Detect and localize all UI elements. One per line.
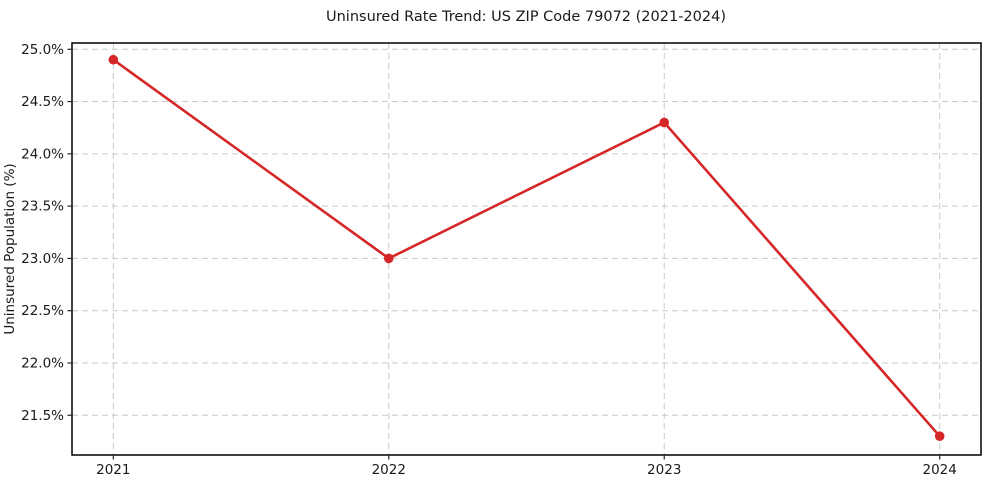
y-tick-label: 25.0% xyxy=(21,42,64,58)
x-tick-label: 2021 xyxy=(96,462,130,478)
data-point-marker xyxy=(383,253,394,264)
y-axis-label: Uninsured Population (%) xyxy=(2,163,18,334)
y-tick-label: 21.5% xyxy=(21,408,64,424)
y-tick-label: 23.5% xyxy=(21,199,64,215)
data-point-marker xyxy=(659,117,670,128)
plot-border xyxy=(71,42,982,456)
axes-layer: 21.5% 22.0% 22.5% 23.0% 23.5% 24.0% 24.5% 25.0%… xyxy=(21,42,982,478)
grid-layer xyxy=(72,43,981,455)
y-tick-label: 24.5% xyxy=(21,94,64,110)
data-point-marker xyxy=(934,431,945,441)
x-tick-label: 2023 xyxy=(647,462,681,478)
trend-line xyxy=(112,58,941,438)
x-tick-label: 2022 xyxy=(372,462,406,478)
chart-title: Uninsured Rate Trend: US ZIP Code 79072 … xyxy=(326,9,726,25)
y-tick-label: 22.0% xyxy=(21,355,64,371)
data-point-marker xyxy=(108,54,119,65)
y-tick-label: 22.5% xyxy=(21,303,64,319)
y-tick-label: 24.0% xyxy=(21,146,64,162)
x-tick-label: 2024 xyxy=(923,462,957,478)
y-tick-label: 23.0% xyxy=(21,251,64,267)
data-layer xyxy=(108,54,945,441)
